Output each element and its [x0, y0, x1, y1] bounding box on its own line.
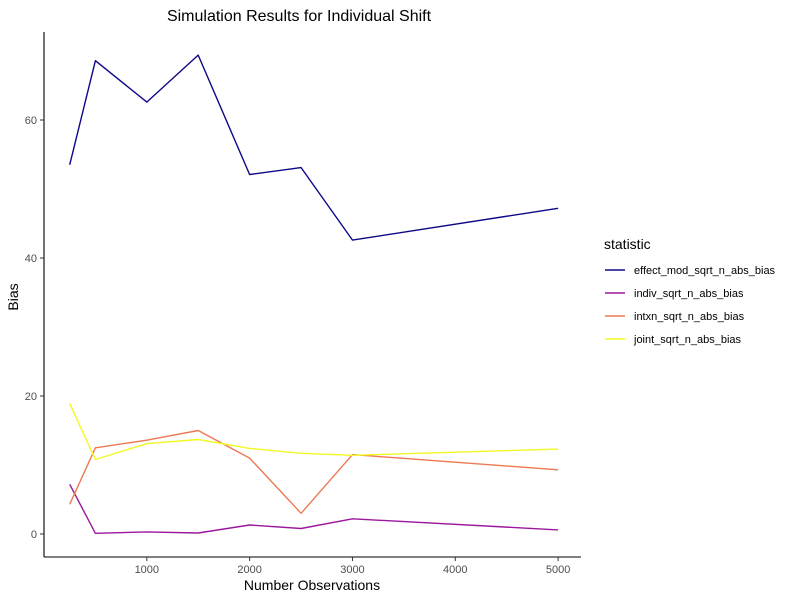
- legend-label-joint_sqrt_n_abs_bias: joint_sqrt_n_abs_bias: [633, 334, 742, 346]
- series-line-joint_sqrt_n_abs_bias: [69, 403, 559, 461]
- axes: 1000 2000 3000 4000 5000 0 20 40 60: [25, 32, 581, 576]
- plot-area: [69, 54, 559, 534]
- chart-title: Simulation Results for Individual Shift: [167, 8, 432, 25]
- series-line-indiv_sqrt_n_abs_bias: [69, 483, 559, 534]
- series-line-intxn_sqrt_n_abs_bias: [69, 429, 559, 514]
- legend-label-indiv_sqrt_n_abs_bias: indiv_sqrt_n_abs_bias: [634, 288, 744, 300]
- y-tick-label: 60: [25, 115, 37, 127]
- x-tick-label: 5000: [546, 564, 570, 576]
- legend-label-effect_mod_sqrt_n_abs_bias: effect_mod_sqrt_n_abs_bias: [634, 265, 776, 277]
- legend-label-intxn_sqrt_n_abs_bias: intxn_sqrt_n_abs_bias: [634, 311, 745, 323]
- legend: effect_mod_sqrt_n_abs_bias indiv_sqrt_n_a…: [605, 265, 776, 346]
- y-tick-label: 40: [25, 253, 37, 265]
- y-axis-title: Bias: [5, 283, 21, 310]
- series-line-effect_mod_sqrt_n_abs_bias: [69, 54, 559, 241]
- x-tick-label: 1000: [135, 564, 159, 576]
- x-tick-label: 3000: [340, 564, 364, 576]
- x-tick-label: 4000: [443, 564, 467, 576]
- x-axis-title: Number Observations: [244, 577, 380, 593]
- y-tick-label: 0: [31, 529, 37, 541]
- legend-title: statistic: [604, 236, 651, 252]
- x-tick-label: 2000: [237, 564, 261, 576]
- y-tick-label: 20: [25, 391, 37, 403]
